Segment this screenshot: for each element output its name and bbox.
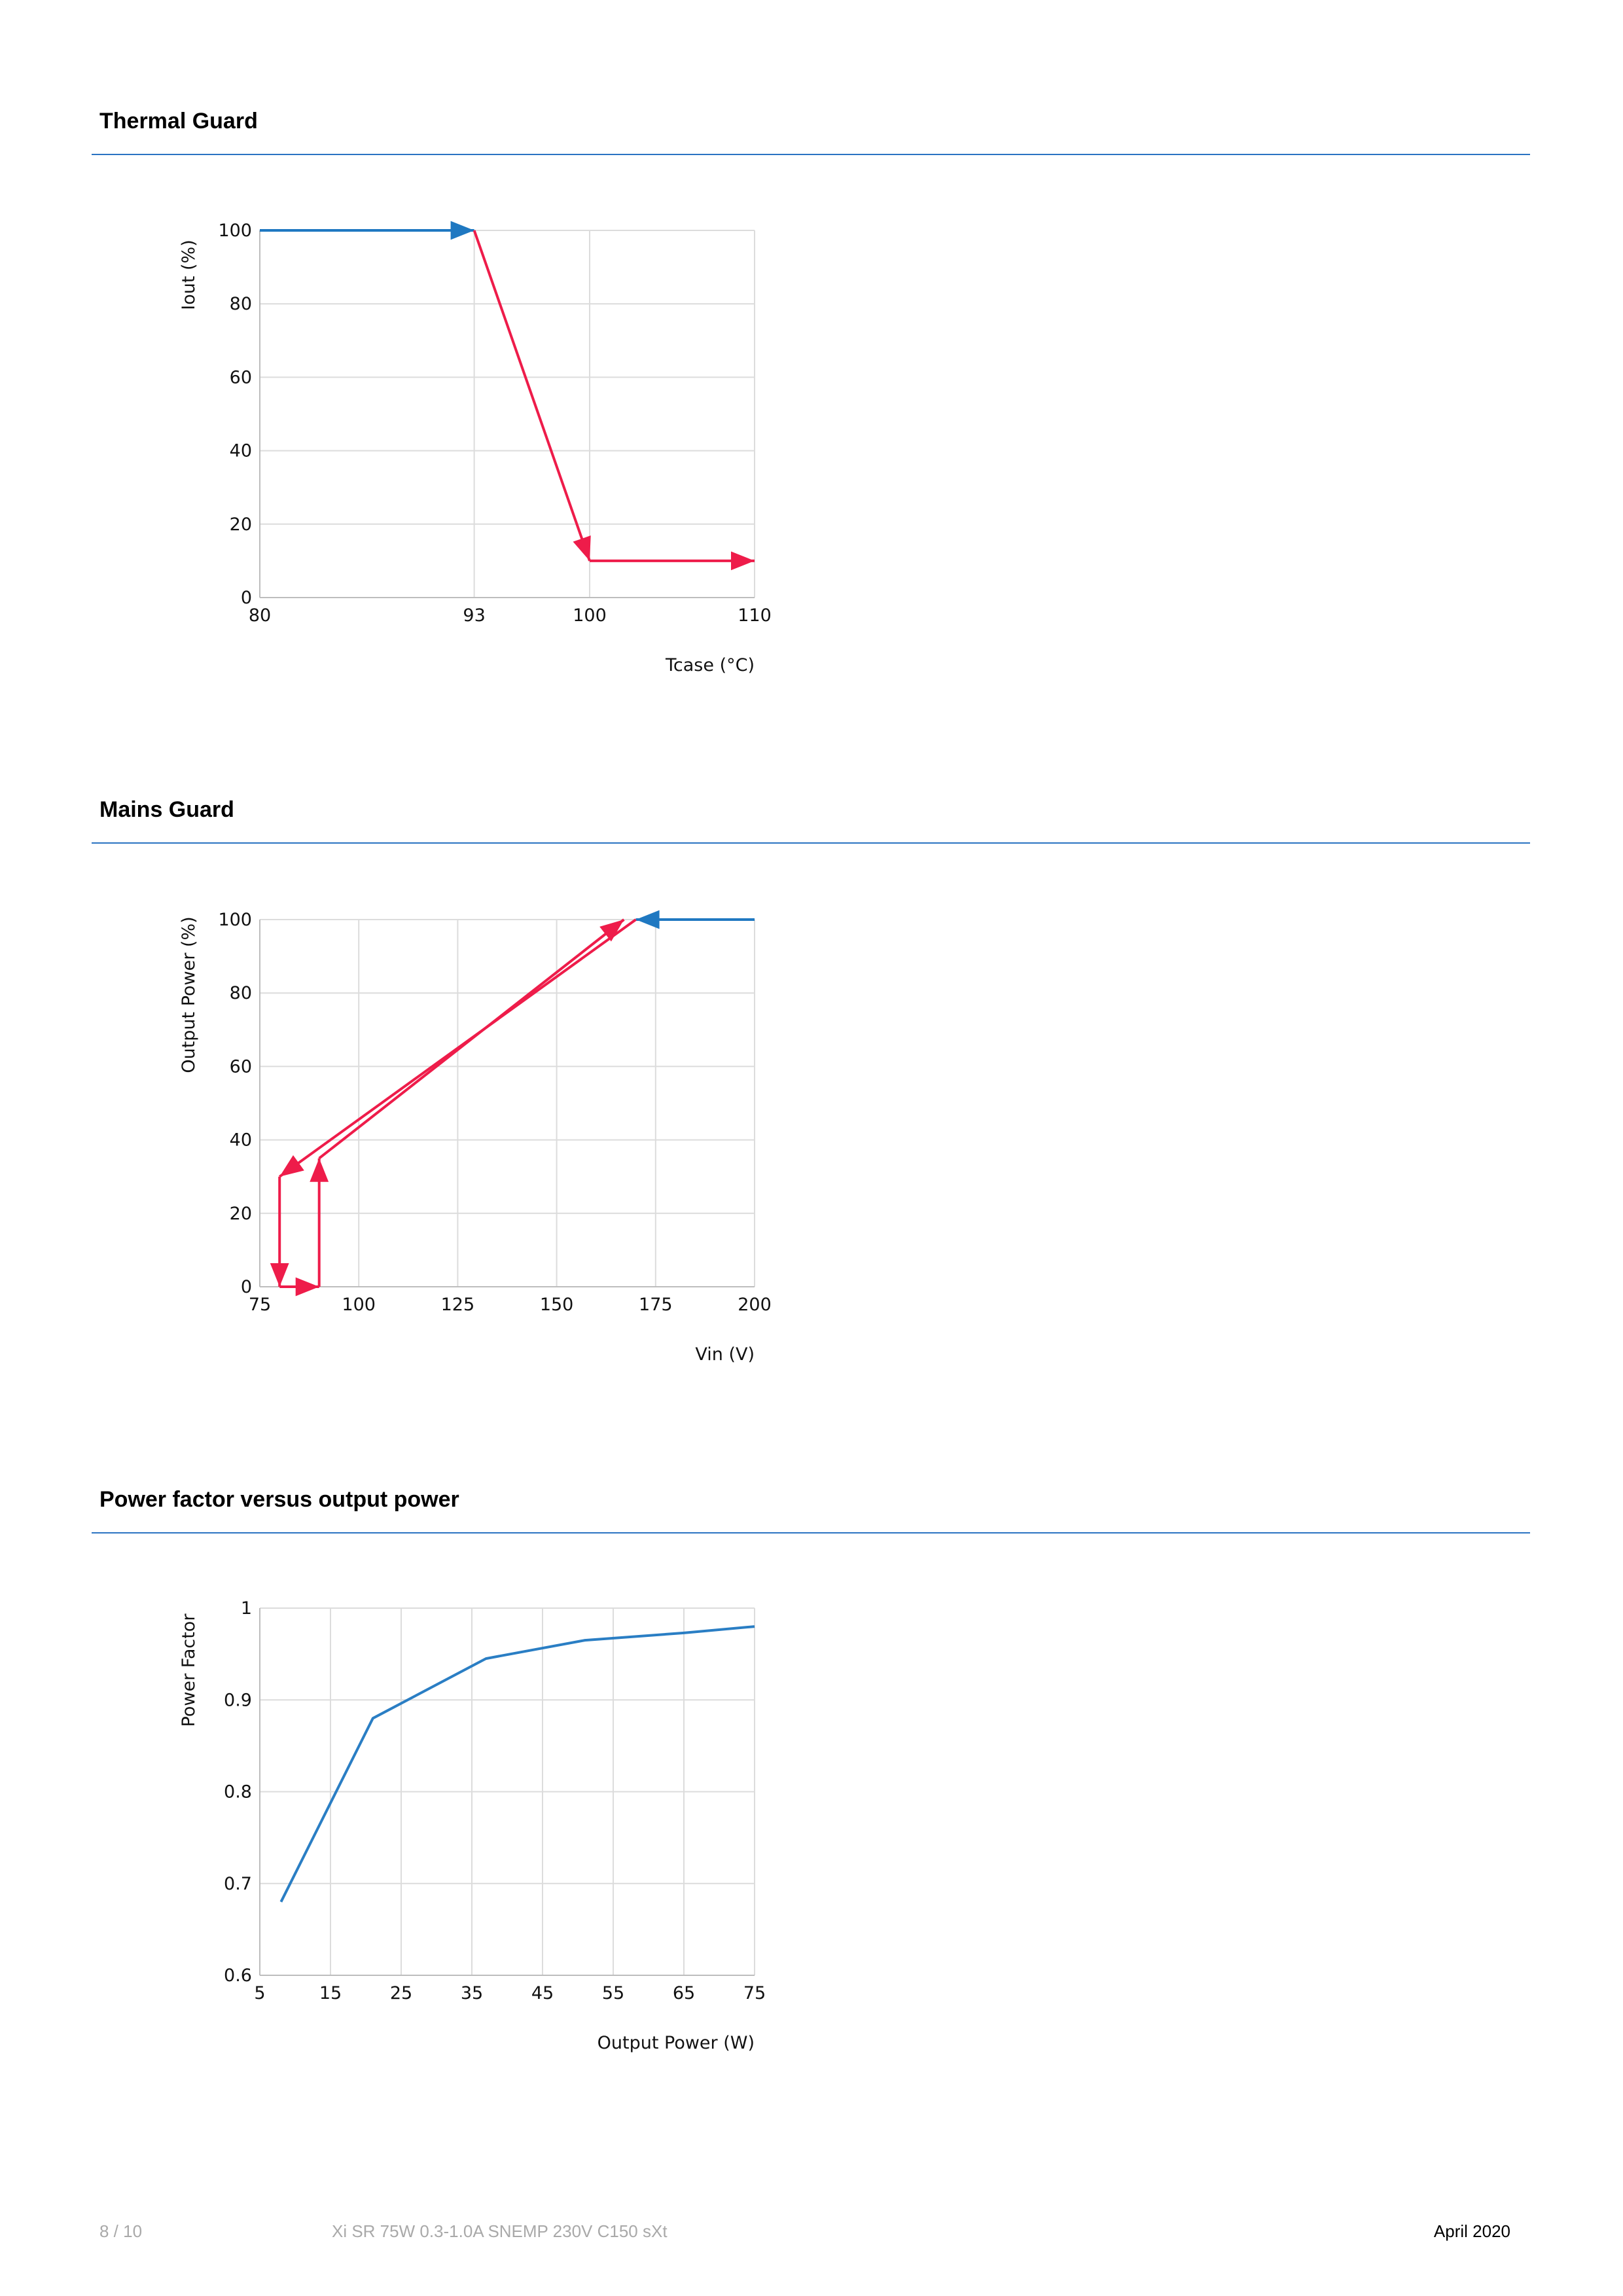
y-tick-label: 0.7 xyxy=(224,1874,252,1894)
x-axis-title: Output Power (W) xyxy=(597,2033,755,2053)
x-tick-label: 65 xyxy=(673,1983,695,2003)
y-tick-label: 20 xyxy=(230,1204,252,1224)
y-axis-title: Power Factor xyxy=(179,1613,199,1727)
y-tick-label: 1 xyxy=(241,1598,252,1619)
section-divider xyxy=(92,1532,1530,1534)
y-tick-label: 20 xyxy=(230,514,252,535)
x-tick-label: 175 xyxy=(639,1295,673,1315)
series-line xyxy=(473,230,591,562)
product-name: Xi SR 75W 0.3-1.0A SNEMP 230V C150 sXt xyxy=(332,2221,668,2241)
x-tick-label: 75 xyxy=(743,1983,766,2003)
y-tick-label: 0.9 xyxy=(224,1690,252,1710)
y-tick-label: 0.8 xyxy=(224,1782,252,1803)
x-tick-label: 15 xyxy=(319,1983,342,2003)
section-title-mains-guard: Mains Guard xyxy=(99,797,234,822)
series-line xyxy=(279,1625,755,1903)
y-tick-label: 80 xyxy=(230,983,252,1003)
x-tick-label: 25 xyxy=(390,1983,412,2003)
y-tick-label: 0 xyxy=(241,1277,252,1297)
publication-date: April 2020 xyxy=(1433,2221,1510,2241)
x-tick-label: 110 xyxy=(738,605,772,626)
section-divider xyxy=(92,154,1530,155)
y-tick-label: 60 xyxy=(230,1056,252,1077)
y-axis-title: Iout (%) xyxy=(179,240,199,310)
y-axis-title: Output Power (%) xyxy=(179,916,199,1073)
x-tick-label: 35 xyxy=(461,1983,483,2003)
section-divider xyxy=(92,842,1530,844)
section-title-thermal-guard: Thermal Guard xyxy=(99,109,258,134)
y-tick-label: 40 xyxy=(230,1130,252,1151)
x-tick-label: 45 xyxy=(531,1983,554,2003)
x-tick-label: 100 xyxy=(573,605,607,626)
x-tick-label: 80 xyxy=(249,605,271,626)
y-tick-label: 80 xyxy=(230,294,252,314)
y-tick-label: 60 xyxy=(230,367,252,387)
page-number: 8 / 10 xyxy=(99,2221,143,2241)
y-tick-label: 100 xyxy=(218,221,252,241)
x-tick-label: 200 xyxy=(738,1295,772,1315)
x-axis-title: Vin (V) xyxy=(695,1344,755,1365)
section-title-power-factor: Power factor versus output power xyxy=(99,1487,459,1512)
x-tick-label: 100 xyxy=(342,1295,376,1315)
x-tick-label: 150 xyxy=(540,1295,574,1315)
mains-guard-chart: 0 20 40 60 80 100 75 100 125 150 175 200 Vin (V) Outp… xyxy=(179,910,772,1365)
y-tick-label: 0 xyxy=(241,588,252,608)
x-tick-label: 93 xyxy=(463,605,485,626)
y-tick-label: 40 xyxy=(230,441,252,461)
y-tick-label: 0.6 xyxy=(224,1965,252,1986)
x-tick-label: 55 xyxy=(602,1983,624,2003)
x-tick-label: 5 xyxy=(254,1983,265,2003)
series-line xyxy=(279,918,637,1178)
x-tick-label: 125 xyxy=(441,1295,475,1315)
x-axis-title: Tcase (°C) xyxy=(665,655,755,675)
series-line xyxy=(318,918,625,1160)
x-tick-label: 75 xyxy=(249,1295,271,1315)
thermal-guard-chart: 0 20 40 60 80 100 80 93 100 110 Tcase (°C) Iout (%) xyxy=(179,221,772,675)
y-tick-label: 100 xyxy=(218,910,252,930)
